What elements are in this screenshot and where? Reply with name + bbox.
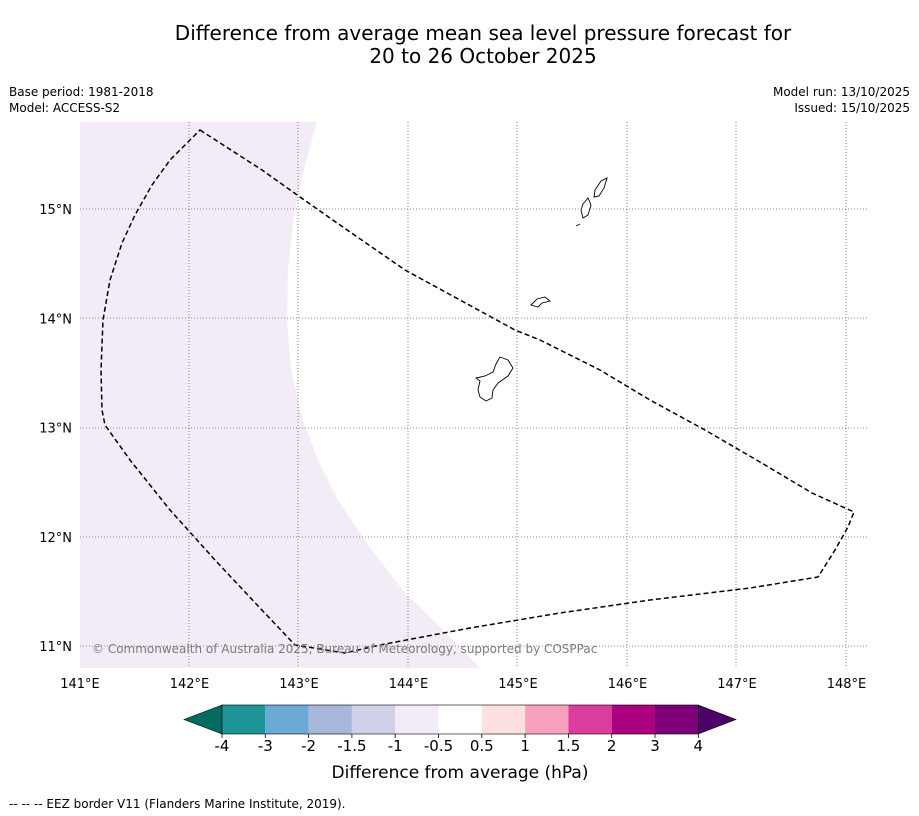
- lon-label: 146°E: [608, 677, 648, 692]
- colorbar-tick-label: -1.5: [337, 737, 366, 755]
- colorbar-swatch: [568, 705, 612, 734]
- issued-date: Issued: 15/10/2025: [794, 101, 910, 115]
- lat-label: 12°N: [39, 531, 72, 546]
- colorbar-label: Difference from average (hPa): [332, 763, 589, 783]
- lon-labels: 141°E 142°E 143°E 144°E 145°E 146°E 147°E 148°E: [60, 677, 866, 692]
- colorbar-tick-label: -3: [258, 737, 273, 755]
- colorbar-swatch: [481, 705, 526, 734]
- colorbar-tick-label: 2: [607, 737, 617, 755]
- colorbar-swatch: [265, 705, 309, 734]
- colorbar-tick-label: -1: [388, 737, 403, 755]
- map-title: Difference from average mean sea level p…: [0, 22, 919, 68]
- gridlines: [80, 122, 868, 668]
- colorbar-tick-label: -0.5: [424, 737, 453, 755]
- colorbar-extend-low: [183, 704, 223, 735]
- lon-label: 148°E: [827, 677, 867, 692]
- lat-labels: 11°N 12°N 13°N 14°N 15°N: [39, 203, 72, 655]
- lon-label: 143°E: [279, 677, 319, 692]
- colorbar-tick-label: 1: [520, 737, 530, 755]
- model-name: Model: ACCESS-S2: [9, 101, 121, 115]
- colorbar-tick-label: 4: [694, 737, 704, 755]
- model-run: Model run: 13/10/2025: [772, 85, 910, 99]
- eez-legend: -- -- -- EEZ border V11 (Flanders Marine…: [9, 797, 346, 811]
- colorbar-frame: [221, 704, 699, 735]
- lon-label: 145°E: [498, 677, 538, 692]
- copyright-text: © Commonwealth of Australia 2025, Bureau…: [92, 642, 597, 656]
- island-guam: [474, 356, 514, 402]
- colorbar-swatch: [655, 705, 699, 734]
- colorbar-swatch: [222, 705, 266, 734]
- lat-label: 11°N: [39, 640, 72, 655]
- colorbar-extend-high: [697, 704, 737, 735]
- eez-border: [100, 129, 855, 654]
- lat-label: 14°N: [39, 312, 72, 327]
- islands: [474, 177, 608, 402]
- meta-right: Model run: 13/10/2025 Issued: 15/10/2025: [773, 84, 910, 116]
- colorbar-swatch: [438, 705, 482, 734]
- colorbar-tick-label: 0.5: [470, 737, 494, 755]
- colorbar-swatch: [525, 705, 569, 734]
- title-line-2: 20 to 26 October 2025: [369, 44, 597, 68]
- colorbar-swatch: [611, 705, 655, 734]
- meta-left: Base period: 1981-2018 Model: ACCESS-S2: [9, 84, 154, 116]
- colorbar-tick-label: 1.5: [556, 737, 580, 755]
- colorbar-tick-label: 3: [650, 737, 660, 755]
- island-saipan: [593, 177, 608, 198]
- title-line-1: Difference from average mean sea level p…: [174, 21, 792, 45]
- lat-label: 15°N: [39, 203, 72, 218]
- colorbar: -4 -3 -2 -1.5 -1 -0.5 0.5 1 1.5 2 3 4: [183, 704, 737, 755]
- base-period: Base period: 1981-2018: [9, 85, 154, 99]
- lat-label: 13°N: [39, 422, 72, 437]
- lon-label: 141°E: [60, 677, 100, 692]
- colorbar-tick-label: -4: [215, 737, 230, 755]
- lon-label: 144°E: [389, 677, 429, 692]
- anomaly-shading: [80, 122, 480, 668]
- island-tinian: [580, 197, 592, 219]
- colorbar-tick-label: -2: [301, 737, 316, 755]
- colorbar-swatch: [395, 705, 439, 734]
- island-aguijan: [575, 223, 581, 227]
- colorbar-swatch: [308, 705, 352, 734]
- lon-label: 147°E: [717, 677, 757, 692]
- island-rota: [530, 296, 551, 308]
- colorbar-swatch: [351, 705, 396, 734]
- lon-label: 142°E: [170, 677, 210, 692]
